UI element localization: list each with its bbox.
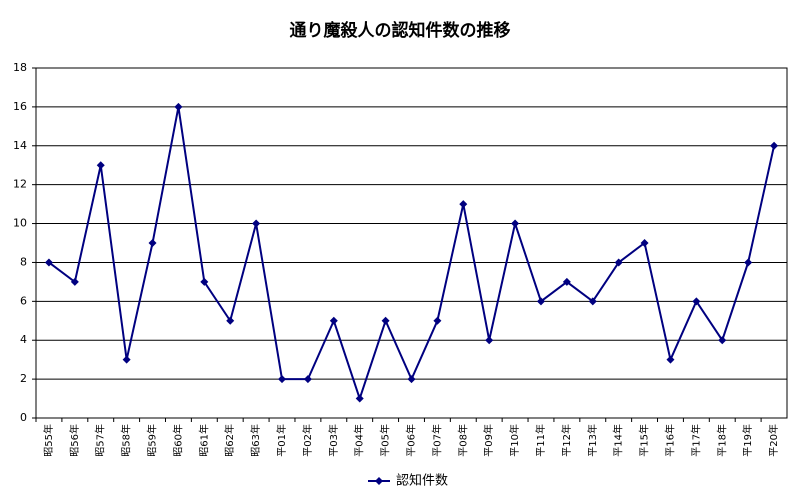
x-tick-label: 平16年 xyxy=(663,424,676,457)
y-tick-label: 14 xyxy=(13,139,27,152)
data-point xyxy=(70,277,79,286)
x-tick-label: 平18年 xyxy=(715,424,728,457)
data-point xyxy=(562,277,571,286)
x-tick-label: 昭61年 xyxy=(197,424,210,457)
data-point xyxy=(381,316,390,325)
x-tick-label: 昭58年 xyxy=(120,424,133,457)
y-tick-label: 2 xyxy=(20,372,27,385)
x-tick-label: 昭55年 xyxy=(42,424,55,457)
x-tick-label: 昭62年 xyxy=(223,424,236,457)
y-tick-label: 4 xyxy=(20,333,27,346)
x-tick-label: 平06年 xyxy=(405,424,418,457)
y-tick-label: 12 xyxy=(13,178,27,191)
data-point xyxy=(511,219,520,228)
x-tick-label: 平20年 xyxy=(767,424,780,457)
x-tick-label: 平04年 xyxy=(353,424,366,457)
data-point xyxy=(536,297,545,306)
data-point xyxy=(174,102,183,111)
x-tick-label: 平09年 xyxy=(482,424,495,457)
x-tick-label: 平15年 xyxy=(638,424,651,457)
data-point xyxy=(666,355,675,364)
x-tick-label: 平19年 xyxy=(741,424,754,457)
x-tick-label: 昭56年 xyxy=(68,424,81,457)
y-tick-label: 16 xyxy=(13,100,27,113)
data-point xyxy=(148,239,157,247)
data-point xyxy=(96,161,105,170)
x-tick-label: 平08年 xyxy=(456,424,469,457)
series-line xyxy=(48,106,776,402)
y-tick-label: 0 xyxy=(20,411,27,424)
x-tick-label: 平05年 xyxy=(379,424,392,457)
x-tick-label: 昭63年 xyxy=(249,424,262,457)
data-point xyxy=(44,258,53,267)
plot-border xyxy=(35,67,788,419)
x-tick-label: 昭57年 xyxy=(94,424,107,457)
data-point xyxy=(303,375,312,384)
legend-marker xyxy=(375,477,383,485)
data-point xyxy=(200,277,209,286)
data-point xyxy=(718,336,727,345)
y-tick-label: 8 xyxy=(20,255,27,268)
data-point xyxy=(252,219,261,228)
x-tick-label: 昭59年 xyxy=(146,424,159,457)
x-tick-label: 平12年 xyxy=(560,424,573,457)
chart-title: 通り魔殺人の認知件数の推移 xyxy=(290,20,511,41)
data-point xyxy=(744,258,753,267)
x-tick-label: 平10年 xyxy=(508,424,521,457)
y-tick-label: 6 xyxy=(20,294,27,307)
data-point xyxy=(278,375,287,384)
data-point xyxy=(355,394,364,403)
data-point xyxy=(614,258,623,267)
data-point xyxy=(407,375,416,384)
data-point xyxy=(485,336,494,345)
data-point xyxy=(640,239,649,247)
data-point xyxy=(122,355,131,364)
data-point xyxy=(329,316,338,325)
x-tick-label: 平11年 xyxy=(534,424,547,457)
x-tick-label: 平02年 xyxy=(301,424,314,457)
data-point xyxy=(770,141,779,150)
data-point xyxy=(433,316,442,325)
legend-label: 認知件数 xyxy=(396,473,448,489)
y-tick-label: 10 xyxy=(13,217,27,230)
data-point xyxy=(588,297,597,306)
x-tick-label: 平13年 xyxy=(586,424,599,457)
x-tick-label: 平07年 xyxy=(430,424,443,457)
data-point xyxy=(459,200,468,209)
y-tick-label: 18 xyxy=(13,61,27,74)
x-tick-label: 平03年 xyxy=(327,424,340,457)
data-point xyxy=(692,297,701,306)
x-tick-label: 平01年 xyxy=(275,424,288,457)
data-point xyxy=(226,316,235,325)
x-tick-label: 昭60年 xyxy=(171,424,184,457)
x-tick-label: 平17年 xyxy=(689,424,702,457)
x-tick-label: 平14年 xyxy=(612,424,625,457)
